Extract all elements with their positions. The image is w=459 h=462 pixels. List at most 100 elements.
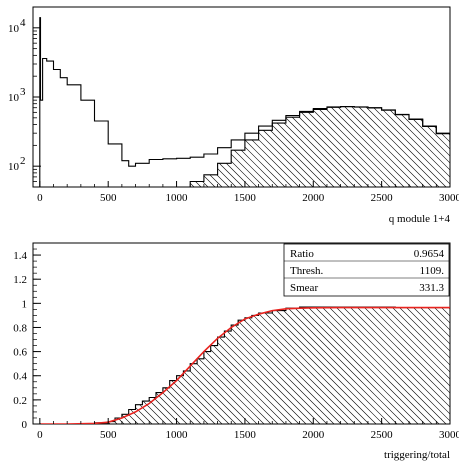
hatch-line	[187, 307, 370, 424]
hatch-line	[320, 307, 450, 424]
stats-smear-label: Smear	[290, 282, 318, 294]
hatch-line	[176, 106, 342, 187]
hatch-line	[40, 307, 223, 424]
hatch-line	[236, 307, 419, 424]
hatch-line	[176, 106, 300, 187]
hatch-line	[176, 106, 216, 187]
hatch-line	[215, 307, 398, 424]
hatch-line	[145, 307, 328, 424]
y-tick-label: 0.2	[13, 395, 27, 407]
hatch-line	[257, 307, 440, 424]
hatch-line	[176, 106, 258, 187]
hatch-line	[328, 106, 450, 187]
hatch-line	[455, 7, 459, 187]
hatch-line	[176, 106, 272, 187]
bottom-y-axis: 0 0.2 0.4 0.6 0.8 1 1.2 1.4	[13, 248, 41, 431]
hatch-line	[201, 307, 384, 424]
hatch-line	[47, 307, 230, 424]
hatch-line	[307, 106, 450, 187]
hatch-line	[216, 106, 398, 187]
hatch-line	[176, 106, 349, 187]
hatch-line	[243, 307, 426, 424]
hatch-line	[39, 307, 62, 424]
hatch-line	[286, 106, 450, 187]
hatch-line	[229, 307, 412, 424]
hatch-line	[152, 307, 335, 424]
hatch-line	[258, 106, 440, 187]
stats-smear-value: 331.3	[419, 282, 444, 294]
hatch-line	[209, 106, 391, 187]
hatch-line	[39, 307, 195, 424]
y-tick-label: 0.4	[13, 371, 27, 383]
bottom-x-axis: 0 500 1000 1500 2000 2500 3000	[37, 418, 459, 441]
hatch-line	[176, 106, 356, 187]
bottom-panel: 0 500 1000 1500 2000 2500 3000 00.20.40.60.811…	[13, 242, 459, 461]
hatch-line	[39, 307, 76, 424]
hatch-line	[363, 106, 450, 187]
y-tick-label: 10	[8, 23, 20, 35]
hatch-line	[321, 106, 450, 187]
x-tick-label: 3000	[439, 429, 459, 441]
hatch-line	[285, 307, 450, 424]
y-tick-label: 0.6	[13, 347, 27, 359]
y-tick-label: 1	[22, 298, 28, 310]
hatch-line	[176, 106, 307, 187]
hatch-line	[39, 307, 216, 424]
x-tick-label: 2500	[371, 429, 394, 441]
hatch-line	[293, 106, 450, 187]
hatch-line	[335, 106, 450, 187]
hatch-line	[181, 106, 363, 187]
hatch-line	[348, 307, 450, 424]
hatch-line	[176, 106, 286, 187]
hatch-line	[391, 106, 450, 187]
hatch-line	[208, 307, 391, 424]
hatch-line	[61, 307, 244, 424]
hatch-line	[39, 307, 209, 424]
y-tick-exponent: 3	[20, 86, 26, 98]
top-x-axis-title: q module 1+4	[389, 213, 451, 225]
hatch-line	[306, 307, 450, 424]
x-tick-label: 2500	[371, 192, 394, 204]
hatch-line	[222, 307, 405, 424]
hatch-line	[244, 106, 426, 187]
hatch-line	[278, 307, 450, 424]
hatch-line	[194, 307, 377, 424]
hatch-line	[279, 106, 450, 187]
hatch-line	[356, 106, 450, 187]
hatch-line	[454, 243, 459, 424]
hatch-line	[180, 307, 363, 424]
x-tick-label: 1500	[234, 429, 257, 441]
hatch-line	[314, 106, 450, 187]
hatch-line	[264, 307, 447, 424]
hatch-line	[176, 106, 321, 187]
top-hatched-area	[176, 7, 459, 187]
hatch-line	[39, 307, 181, 424]
x-tick-label: 0	[37, 192, 43, 204]
stats-box-frame	[283, 243, 450, 297]
top-x-axis: 0 500 1000 1500 2000 2500 3000	[37, 181, 459, 204]
hatch-line	[299, 307, 450, 424]
hatch-line	[355, 307, 450, 424]
y-tick-label: 10	[8, 161, 20, 173]
top-frame	[32, 6, 451, 188]
stats-thresh-label: Thresh.	[290, 265, 324, 277]
hatch-line	[176, 106, 237, 187]
top-series-layer	[37, 17, 450, 187]
stats-thresh-value: 1109.	[420, 265, 445, 277]
hatch-line	[313, 307, 450, 424]
hatch-line	[334, 307, 450, 424]
hatch-line	[54, 307, 237, 424]
hatch-line	[384, 106, 450, 187]
fit-curve	[39, 306, 450, 424]
hatch-line	[202, 106, 384, 187]
y-tick-label: 0.8	[13, 322, 27, 334]
x-tick-label: 3000	[439, 192, 459, 204]
x-tick-label: 500	[100, 429, 117, 441]
x-tick-label: 0	[37, 429, 43, 441]
hatch-line	[265, 106, 447, 187]
hatch-line	[176, 106, 279, 187]
hatch-line	[433, 106, 450, 187]
hatch-line	[176, 106, 265, 187]
